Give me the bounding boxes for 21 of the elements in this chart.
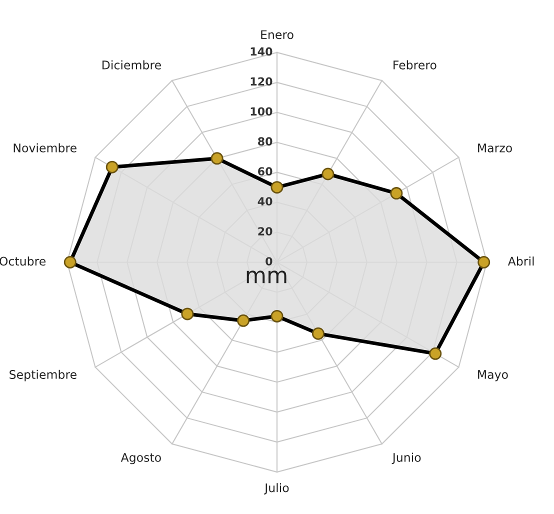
spoke-label: Agosto xyxy=(120,453,161,464)
spoke-label: Marzo xyxy=(478,144,512,152)
spoke-label: Octubre xyxy=(0,256,46,266)
y-tick-label: 40 xyxy=(258,197,272,206)
spoke-label: Julio xyxy=(264,483,289,494)
spoke-label: Diciembre xyxy=(102,60,161,70)
spoke-label: Mayo xyxy=(478,370,508,382)
spoke-label: Febrero xyxy=(394,60,436,70)
y-tick-label: 20 xyxy=(258,227,272,236)
spoke-label: Noviembre xyxy=(14,143,76,152)
y-tick-label: 0 xyxy=(266,257,272,266)
spoke-label: Septiembre xyxy=(10,370,76,382)
spoke-label: Enero xyxy=(261,30,294,40)
text: mm xyxy=(246,270,286,284)
spoke-label: Abril xyxy=(508,256,534,266)
y-tick-label: 60 xyxy=(258,167,272,176)
y-tick-label: 120 xyxy=(250,77,272,86)
y-tick-label: 100 xyxy=(250,107,272,116)
y-tick-label: 140 xyxy=(250,47,272,56)
y-tick-label: 80 xyxy=(258,137,272,146)
spoke-label: Junio xyxy=(392,452,421,464)
